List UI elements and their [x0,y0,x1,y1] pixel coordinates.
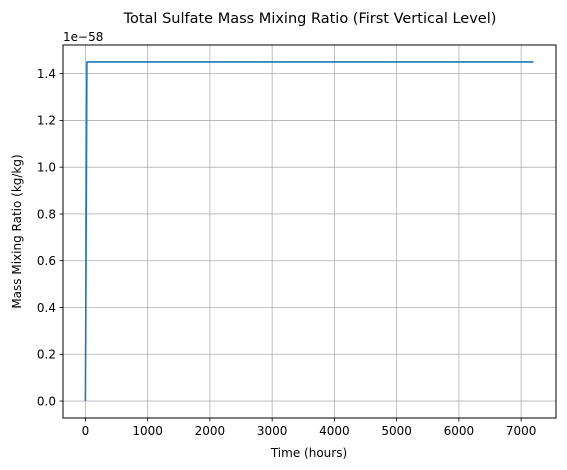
x-tick-label: 4000 [319,424,350,438]
grid [63,45,556,418]
y-tick-label: 0.0 [37,394,56,408]
y-offset-label: 1e−58 [63,30,103,44]
y-tick-label: 0.6 [37,254,56,268]
x-axis-ticks: 0 1000 2000 3000 4000 5000 6000 7000 [82,418,537,438]
y-tick-label: 1.4 [37,67,56,81]
plot-frame [62,44,557,419]
x-tick-label: 3000 [257,424,288,438]
series-line [84,61,534,402]
y-tick-label: 1.0 [37,160,56,174]
y-axis-ticks: 0.0 0.2 0.4 0.6 0.8 1.0 1.2 1.4 [37,67,63,408]
y-tick-label: 0.4 [37,301,56,315]
x-tick-label: 1000 [132,424,163,438]
y-tick-label: 0.2 [37,348,56,362]
series-layer [84,61,534,402]
x-axis-label: Time (hours) [270,446,347,460]
x-tick-label: 2000 [195,424,226,438]
x-tick-label: 0 [82,424,90,438]
y-tick-label: 0.8 [37,207,56,221]
chart-title: Total Sulfate Mass Mixing Ratio (First V… [123,11,497,27]
y-tick-label: 1.2 [37,114,56,128]
x-tick-label: 7000 [506,424,537,438]
x-tick-label: 6000 [444,424,475,438]
y-axis-label: Mass Mixing Ratio (kg/kg) [10,154,24,308]
x-tick-label: 5000 [381,424,412,438]
